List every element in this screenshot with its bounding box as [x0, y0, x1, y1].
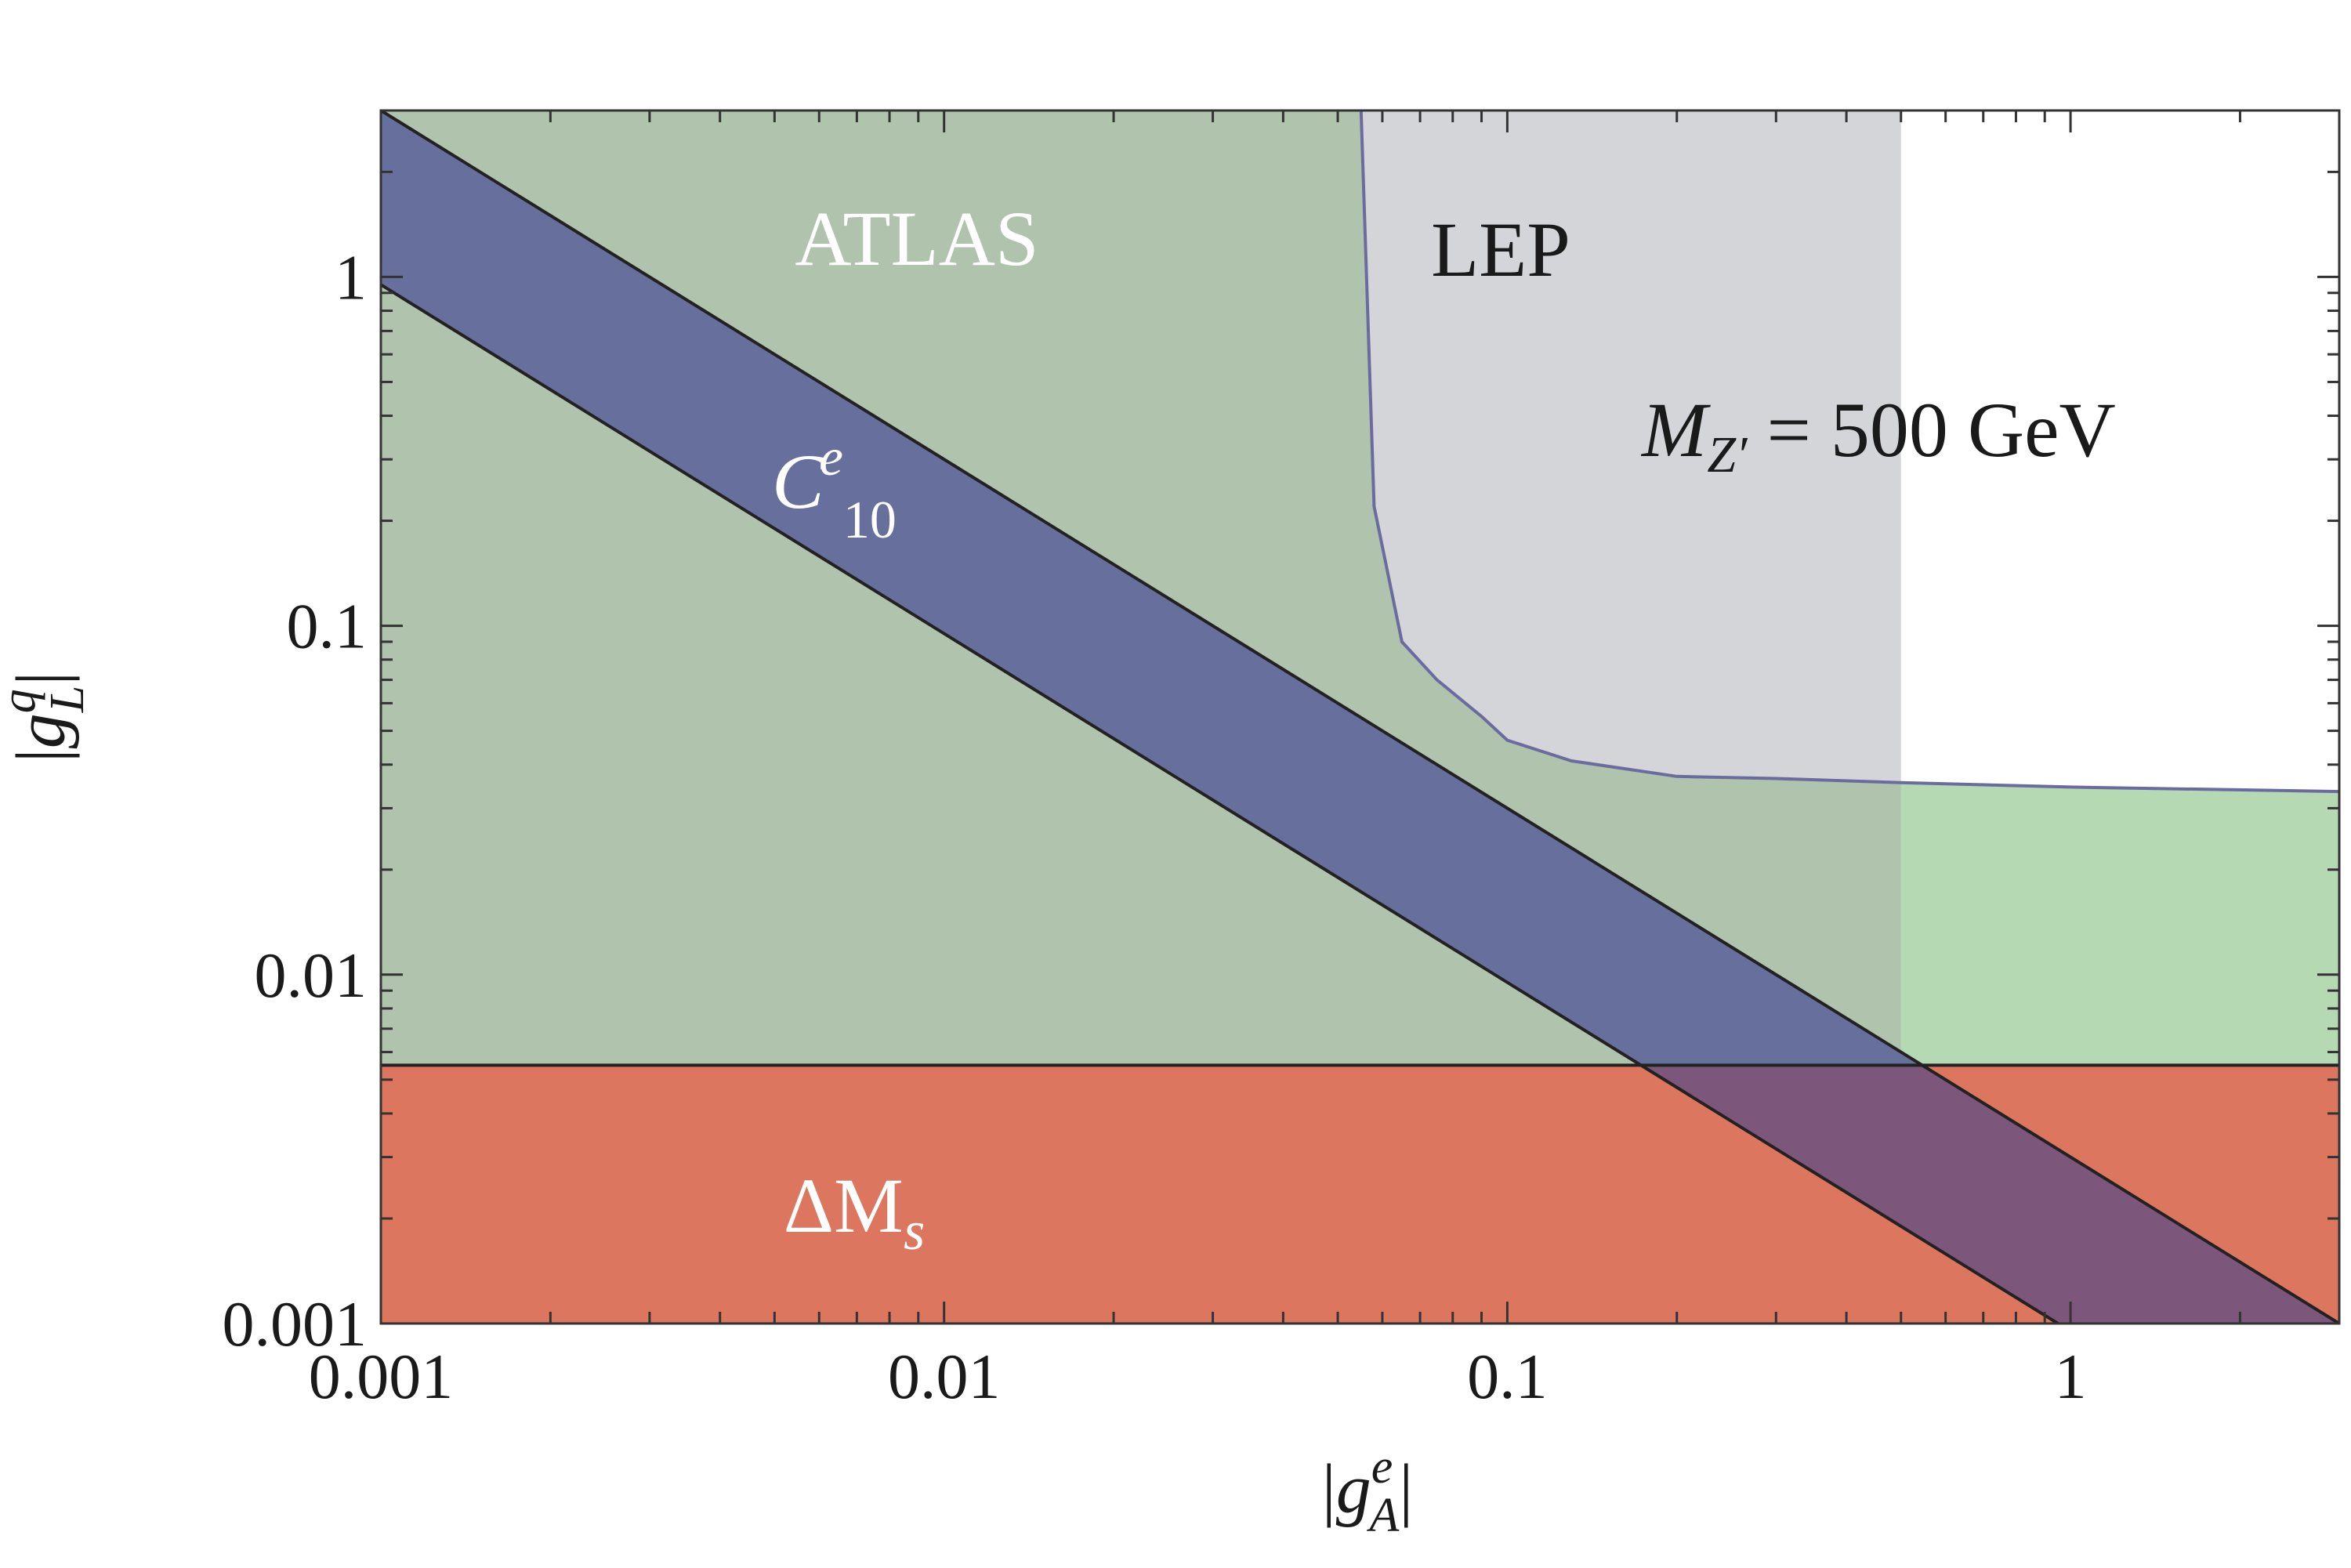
- y-tick-label: 0.01: [255, 940, 368, 1011]
- c10-lower-line: [381, 283, 2059, 1324]
- atlas-boundary-line: [1359, 110, 2339, 794]
- c10-label: Ce10: [772, 427, 897, 549]
- delta-ms-label: ΔMs: [784, 1162, 925, 1262]
- x-axis-label-base: g: [1336, 1450, 1371, 1528]
- plot-frame: [379, 109, 2341, 1325]
- y-axis-label-pre: |: [2, 748, 80, 762]
- y-tick-label: 0.1: [287, 591, 368, 662]
- mass-annotation-value: = 500 GeV: [1747, 386, 2115, 473]
- mass-annotation-symbol: M: [1640, 386, 1711, 473]
- x-tick-label: 0.1: [1467, 1341, 1548, 1412]
- lep-region: [1360, 110, 1901, 783]
- delta-ms-label-sub: s: [904, 1201, 925, 1262]
- lep-label: LEP: [1431, 206, 1570, 293]
- x-tick-label: 0.001: [309, 1341, 454, 1412]
- c10-label-main: C: [772, 438, 825, 525]
- c10-label-sub: 10: [843, 490, 897, 549]
- y-tick-label: 1: [335, 241, 367, 313]
- plot-area: [381, 110, 2339, 1324]
- y-tick-label: 0.001: [223, 1288, 368, 1360]
- atlas-label: ATLAS: [795, 195, 1038, 282]
- x-axis-label-post: |: [1399, 1450, 1413, 1528]
- y-axis-label-post: |: [2, 672, 80, 686]
- x-axis-label-pre: |: [1322, 1450, 1336, 1528]
- mass-annotation: MZ′ = 500 GeV: [1640, 386, 2116, 483]
- x-axis-label: |ge A|: [1322, 1440, 1413, 1542]
- x-axis-label-sup: e: [1371, 1440, 1393, 1494]
- c10-dms-overlap: [1641, 1065, 2339, 1324]
- axis-ticks: [379, 109, 2341, 1325]
- y-axis-label: |gqL|: [0, 672, 94, 763]
- c10-label-sup: e: [820, 427, 843, 487]
- delta-ms-label-main: ΔM: [784, 1162, 904, 1249]
- tick-labels: 0.001 0.01 0.1 1 0.001 0.01 0.1 1: [223, 241, 2087, 1412]
- x-tick-label: 1: [2055, 1341, 2087, 1412]
- mass-annotation-sub: Z′: [1707, 426, 1748, 483]
- c10-upper-line: [381, 110, 2339, 1324]
- y-axis-label-sub: L: [41, 686, 94, 713]
- y-axis-label-sup: q: [0, 689, 45, 713]
- y-axis-label-base: g: [2, 713, 80, 748]
- x-tick-label: 0.01: [888, 1341, 1001, 1412]
- x-axis-label-sub: A: [1366, 1489, 1400, 1542]
